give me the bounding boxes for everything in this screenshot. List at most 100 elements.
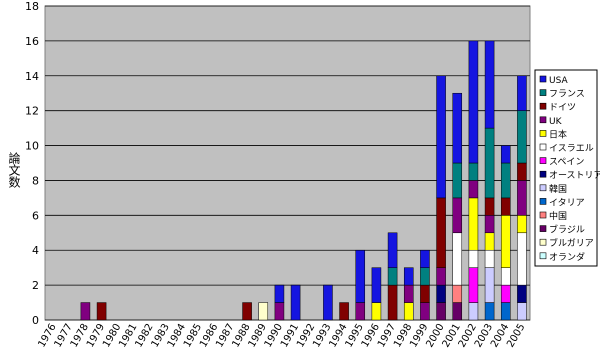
bar-segment (484, 249, 495, 268)
legend-label: スペイン (549, 158, 584, 168)
bar-segment (484, 267, 495, 303)
bar-segment (517, 75, 527, 111)
bar-segment (290, 284, 301, 321)
y-tick-label: 14 (25, 70, 39, 83)
bar-segment (517, 162, 527, 181)
bar-segment (500, 302, 511, 321)
legend-swatch (539, 170, 547, 178)
legend-swatch (539, 211, 547, 219)
bar-segment (452, 162, 463, 199)
legend-label: オーストリア (549, 170, 600, 181)
bar-segment (468, 267, 479, 303)
bar-segment (468, 197, 479, 251)
legend-label: 中国 (549, 210, 567, 222)
bar-segment (323, 284, 333, 321)
bar-segment (387, 284, 398, 321)
bar-segment (500, 267, 511, 286)
y-axis-label: 論文数 (7, 151, 21, 189)
bar-segment (484, 302, 495, 321)
legend-swatch (539, 143, 547, 151)
bar-segment (420, 249, 430, 268)
bar-segment (484, 127, 495, 199)
bar-segment (371, 267, 382, 303)
bar-segment (387, 232, 398, 268)
legend-swatch (539, 89, 547, 96)
bar-segment (517, 215, 527, 234)
bar-segment (96, 302, 107, 321)
y-tick-label: 6 (32, 209, 39, 222)
plot-area (44, 5, 531, 321)
legend-swatch (539, 130, 547, 137)
y-tick-label: 12 (25, 105, 39, 118)
bar-segment (517, 302, 527, 321)
legend-label: イタリア (549, 197, 585, 208)
y-tick-label: 10 (25, 140, 39, 153)
bar-segment (371, 302, 382, 321)
legend-label: USA (549, 76, 568, 86)
bar-segment (452, 284, 463, 303)
bar-segment (452, 197, 463, 234)
legend-swatch (539, 225, 547, 232)
bar-segment (484, 232, 495, 251)
bar-segment (452, 232, 463, 286)
bar-segment (500, 145, 511, 164)
y-tick-label: 2 (32, 279, 39, 292)
bar-segment (436, 302, 446, 321)
bar-segment (420, 267, 430, 286)
y-tick-label: 8 (32, 174, 39, 187)
bar-segment (468, 302, 479, 321)
legend-swatch (539, 238, 547, 246)
bar-segment (436, 197, 446, 268)
bar-segment (484, 40, 495, 129)
bar-segment (355, 249, 366, 303)
legend-swatch (539, 157, 547, 164)
bar-segment (420, 302, 430, 321)
bar-segment (500, 162, 511, 199)
bar-segment (436, 75, 446, 199)
y-tick-label: 16 (25, 35, 39, 48)
bar-segment (420, 284, 430, 303)
bar-segment (355, 302, 366, 321)
legend-swatch (539, 102, 547, 110)
legend-label: オランダ (549, 251, 585, 263)
legend-swatch (539, 184, 547, 192)
bar-segment (500, 215, 511, 268)
bar-segment (517, 232, 527, 286)
bar-segment (517, 180, 527, 216)
bar-segment (258, 302, 269, 321)
bar-segment (274, 302, 285, 321)
legend-label: ブラジル (549, 224, 585, 236)
legend-swatch (539, 75, 547, 83)
legend-swatch (539, 252, 547, 260)
bar-segment (500, 197, 511, 216)
bar-segment (80, 302, 91, 321)
bar-segment (387, 267, 398, 286)
legend-swatch (539, 116, 547, 124)
bar-segment (452, 92, 463, 164)
bar-segment (517, 110, 527, 164)
bar-segment (242, 302, 252, 321)
legend-label: フランス (549, 89, 585, 100)
y-tick-label: 0 (32, 314, 39, 327)
bar-segment (500, 284, 511, 303)
bar-segment (403, 302, 414, 321)
bar-segment (274, 284, 285, 303)
y-tick-label: 4 (32, 244, 39, 257)
legend (534, 69, 598, 267)
legend-label: 韓国 (549, 184, 567, 195)
legend-label: ブルガリア (549, 237, 594, 249)
bar-segment (403, 267, 414, 286)
bar-segment (484, 197, 495, 216)
bar-segment (339, 302, 349, 321)
bar-segment (468, 40, 479, 164)
bar-segment (468, 180, 479, 199)
y-tick-label: 18 (25, 0, 39, 13)
legend-swatch (539, 198, 547, 205)
bar-segment (468, 162, 479, 181)
bar-segment (436, 284, 446, 303)
bar-segment (403, 284, 414, 303)
legend-label: UK (549, 117, 563, 127)
